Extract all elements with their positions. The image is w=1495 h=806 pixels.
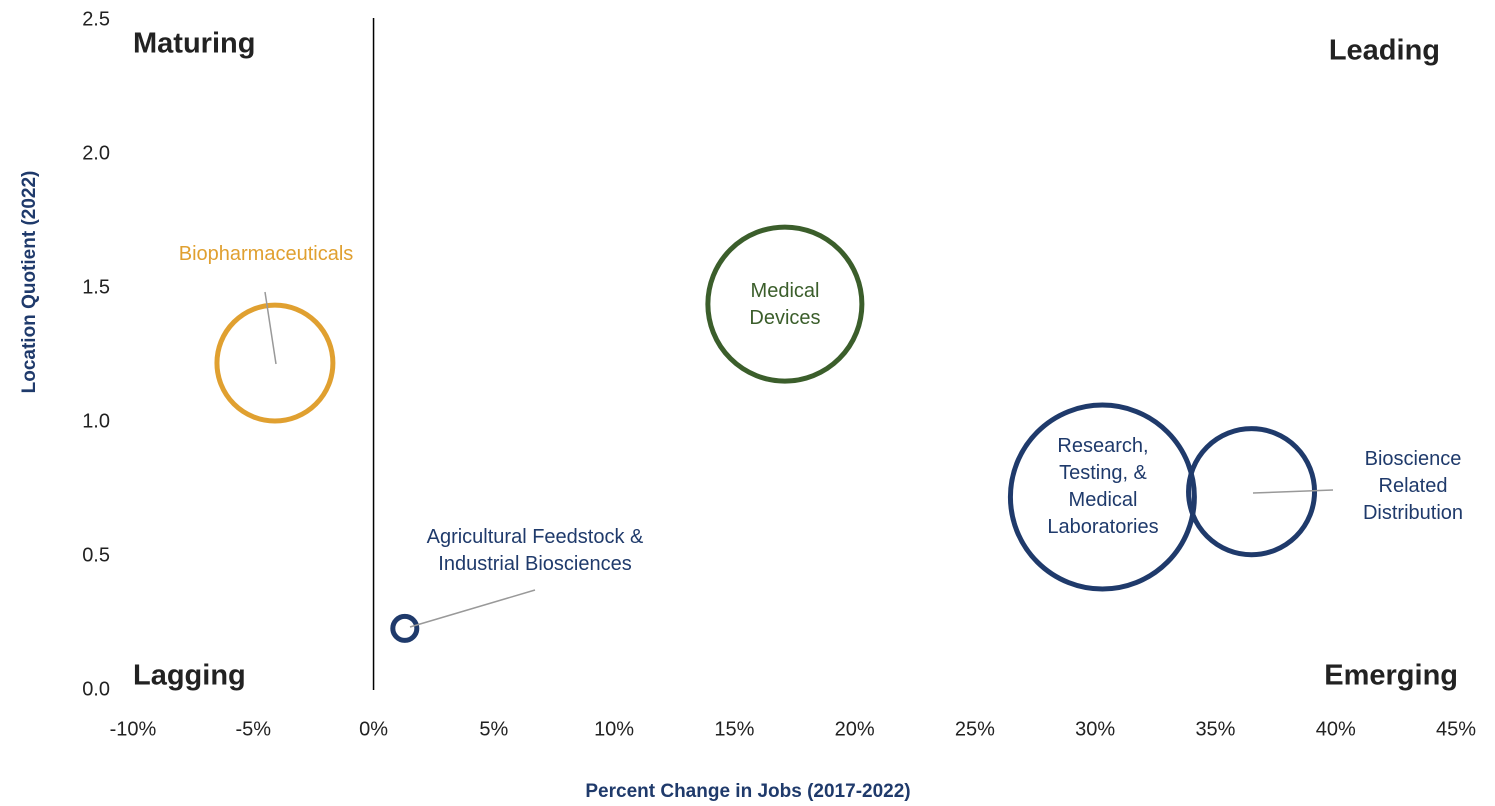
bubble-label: Agricultural Feedstock & Industrial Biosc… (427, 526, 644, 575)
bubble-label-line: Testing, & (1059, 462, 1147, 484)
x-tick-label: 45% (1436, 718, 1476, 740)
bubble-label-line: Medical (751, 280, 820, 302)
x-axis-title: Percent Change in Jobs (2017-2022) (585, 781, 910, 802)
y-tick-label: 1.5 (82, 276, 110, 298)
y-tick-label: 0.5 (82, 544, 110, 566)
bubble (705, 224, 865, 384)
x-tick-label: 5% (479, 718, 508, 740)
quadrant-label: Leading (1329, 35, 1440, 67)
bubble-label-line: Medical (1069, 489, 1138, 511)
x-tick-label: 15% (714, 718, 754, 740)
bubble-label: Bioscience Related Distribution (1363, 448, 1463, 524)
bubble-label-line: Laboratories (1047, 516, 1158, 538)
x-tick-label: -10% (110, 718, 157, 740)
bubble (214, 302, 336, 424)
x-tick-label: 40% (1316, 718, 1356, 740)
x-tick-label: 0% (359, 718, 388, 740)
leader-line (264, 291, 277, 365)
x-tick-label: -5% (235, 718, 271, 740)
bubble-label-line: Devices (749, 307, 820, 329)
x-tick-label: 35% (1195, 718, 1235, 740)
bubble-label: Medical Devices (749, 280, 820, 329)
quadrant-label: Maturing (133, 28, 255, 60)
bubble-label-line: Research, (1057, 435, 1148, 457)
bubble-label-line: Related (1379, 475, 1448, 497)
bubble-label-line: Distribution (1363, 502, 1463, 524)
bubble-label-line: Bioscience (1365, 448, 1462, 470)
x-tick-label: 10% (594, 718, 634, 740)
bubble-label-line: Industrial Biosciences (438, 553, 631, 575)
quadrant-label: Emerging (1324, 660, 1458, 692)
bubble-label-line: Agricultural Feedstock & (427, 526, 644, 548)
y-tick-label: 2.0 (82, 142, 110, 164)
y-tick-label: 2.5 (82, 8, 110, 30)
bubble-label: Biopharmaceuticals (179, 243, 354, 265)
leader-line (409, 589, 536, 628)
y-tick-label: 1.0 (82, 410, 110, 432)
x-tick-label: 20% (835, 718, 875, 740)
bubble-label: Research, Testing, & Medical Laboratories (1047, 435, 1158, 538)
bubble (390, 613, 420, 643)
y-tick-label: 0.0 (82, 678, 110, 700)
x-tick-label: 30% (1075, 718, 1115, 740)
bubble (1007, 402, 1197, 592)
y-axis-title: Location Quotient (2022) (19, 171, 40, 394)
bubble (1186, 426, 1318, 558)
leader-line (1252, 489, 1334, 494)
x-tick-label: 25% (955, 718, 995, 740)
bubble-label-line: Biopharmaceuticals (179, 243, 354, 265)
quadrant-label: Lagging (133, 660, 246, 692)
